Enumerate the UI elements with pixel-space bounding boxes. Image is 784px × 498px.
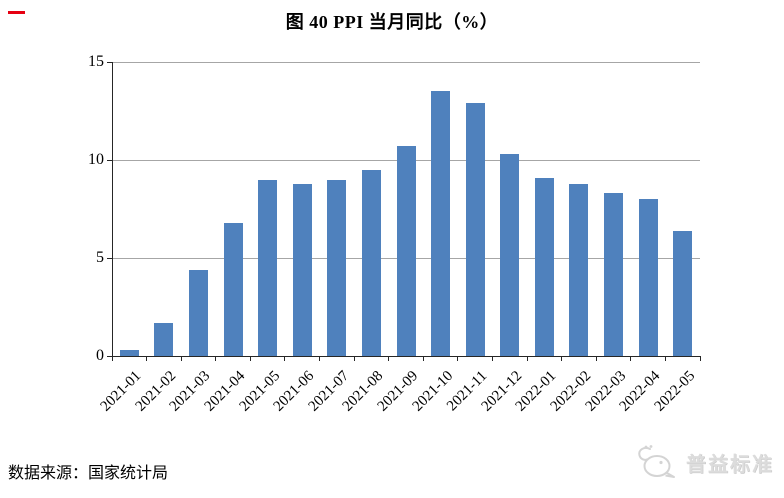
brand-logo-text: 普益标准 xyxy=(686,453,774,476)
bar-2021-02 xyxy=(154,322,174,356)
x-axis-tick xyxy=(284,357,286,361)
y-axis-line xyxy=(111,62,113,356)
bar-2021-06 xyxy=(292,183,312,356)
brand-logo-icon xyxy=(638,445,675,478)
x-axis-tick xyxy=(630,357,632,361)
bar-2022-05 xyxy=(673,230,693,356)
x-axis-tick xyxy=(111,357,113,361)
x-axis-tick xyxy=(249,357,251,361)
bar-2021-08 xyxy=(361,169,381,356)
x-axis-tick xyxy=(457,357,459,361)
x-axis-tick xyxy=(215,357,217,361)
y-tick-label-15: 15 xyxy=(88,53,104,70)
y-tick-label-10: 10 xyxy=(88,151,104,168)
bar-2022-02 xyxy=(569,183,589,356)
x-axis-tick xyxy=(180,357,182,361)
data-source-note: 数据来源：国家统计局 xyxy=(8,465,169,482)
y-axis-tick-15 xyxy=(107,61,112,63)
y-axis-tick-0 xyxy=(107,355,112,357)
bar-2021-04 xyxy=(223,222,243,356)
bar-2021-09 xyxy=(396,146,416,356)
x-axis-tick xyxy=(526,357,528,361)
bar-2021-03 xyxy=(188,269,208,356)
y-tick-label-5: 5 xyxy=(96,249,104,266)
bar-2022-03 xyxy=(604,193,624,356)
x-axis-tick xyxy=(664,357,666,361)
chart-title: 图 40 PPI 当月同比（%） xyxy=(285,12,499,32)
x-axis-tick xyxy=(146,357,148,361)
x-axis-tick xyxy=(561,357,563,361)
bar-2021-10 xyxy=(431,91,451,356)
bar-2021-05 xyxy=(258,179,278,356)
bar-2022-04 xyxy=(638,199,658,356)
x-axis-tick xyxy=(353,357,355,361)
bar-2021-11 xyxy=(465,103,485,356)
x-axis-line xyxy=(111,355,701,357)
y-axis-tick-10 xyxy=(107,159,112,161)
x-axis-tick xyxy=(595,357,597,361)
x-axis-tick xyxy=(388,357,390,361)
brand-watermark: 普益标准 xyxy=(635,442,774,482)
bar-2021-01 xyxy=(119,350,139,356)
y-axis-tick-5 xyxy=(107,257,112,259)
x-axis-tick xyxy=(699,357,701,361)
bar-2021-12 xyxy=(500,154,520,356)
red-legend-dash xyxy=(8,11,25,14)
x-axis-tick xyxy=(491,357,493,361)
gridline-y15 xyxy=(112,61,700,63)
x-axis-tick xyxy=(422,357,424,361)
bar-2022-01 xyxy=(534,177,554,356)
y-tick-label-0: 0 xyxy=(96,347,104,364)
bar-2021-07 xyxy=(327,179,347,356)
x-axis-tick xyxy=(319,357,321,361)
